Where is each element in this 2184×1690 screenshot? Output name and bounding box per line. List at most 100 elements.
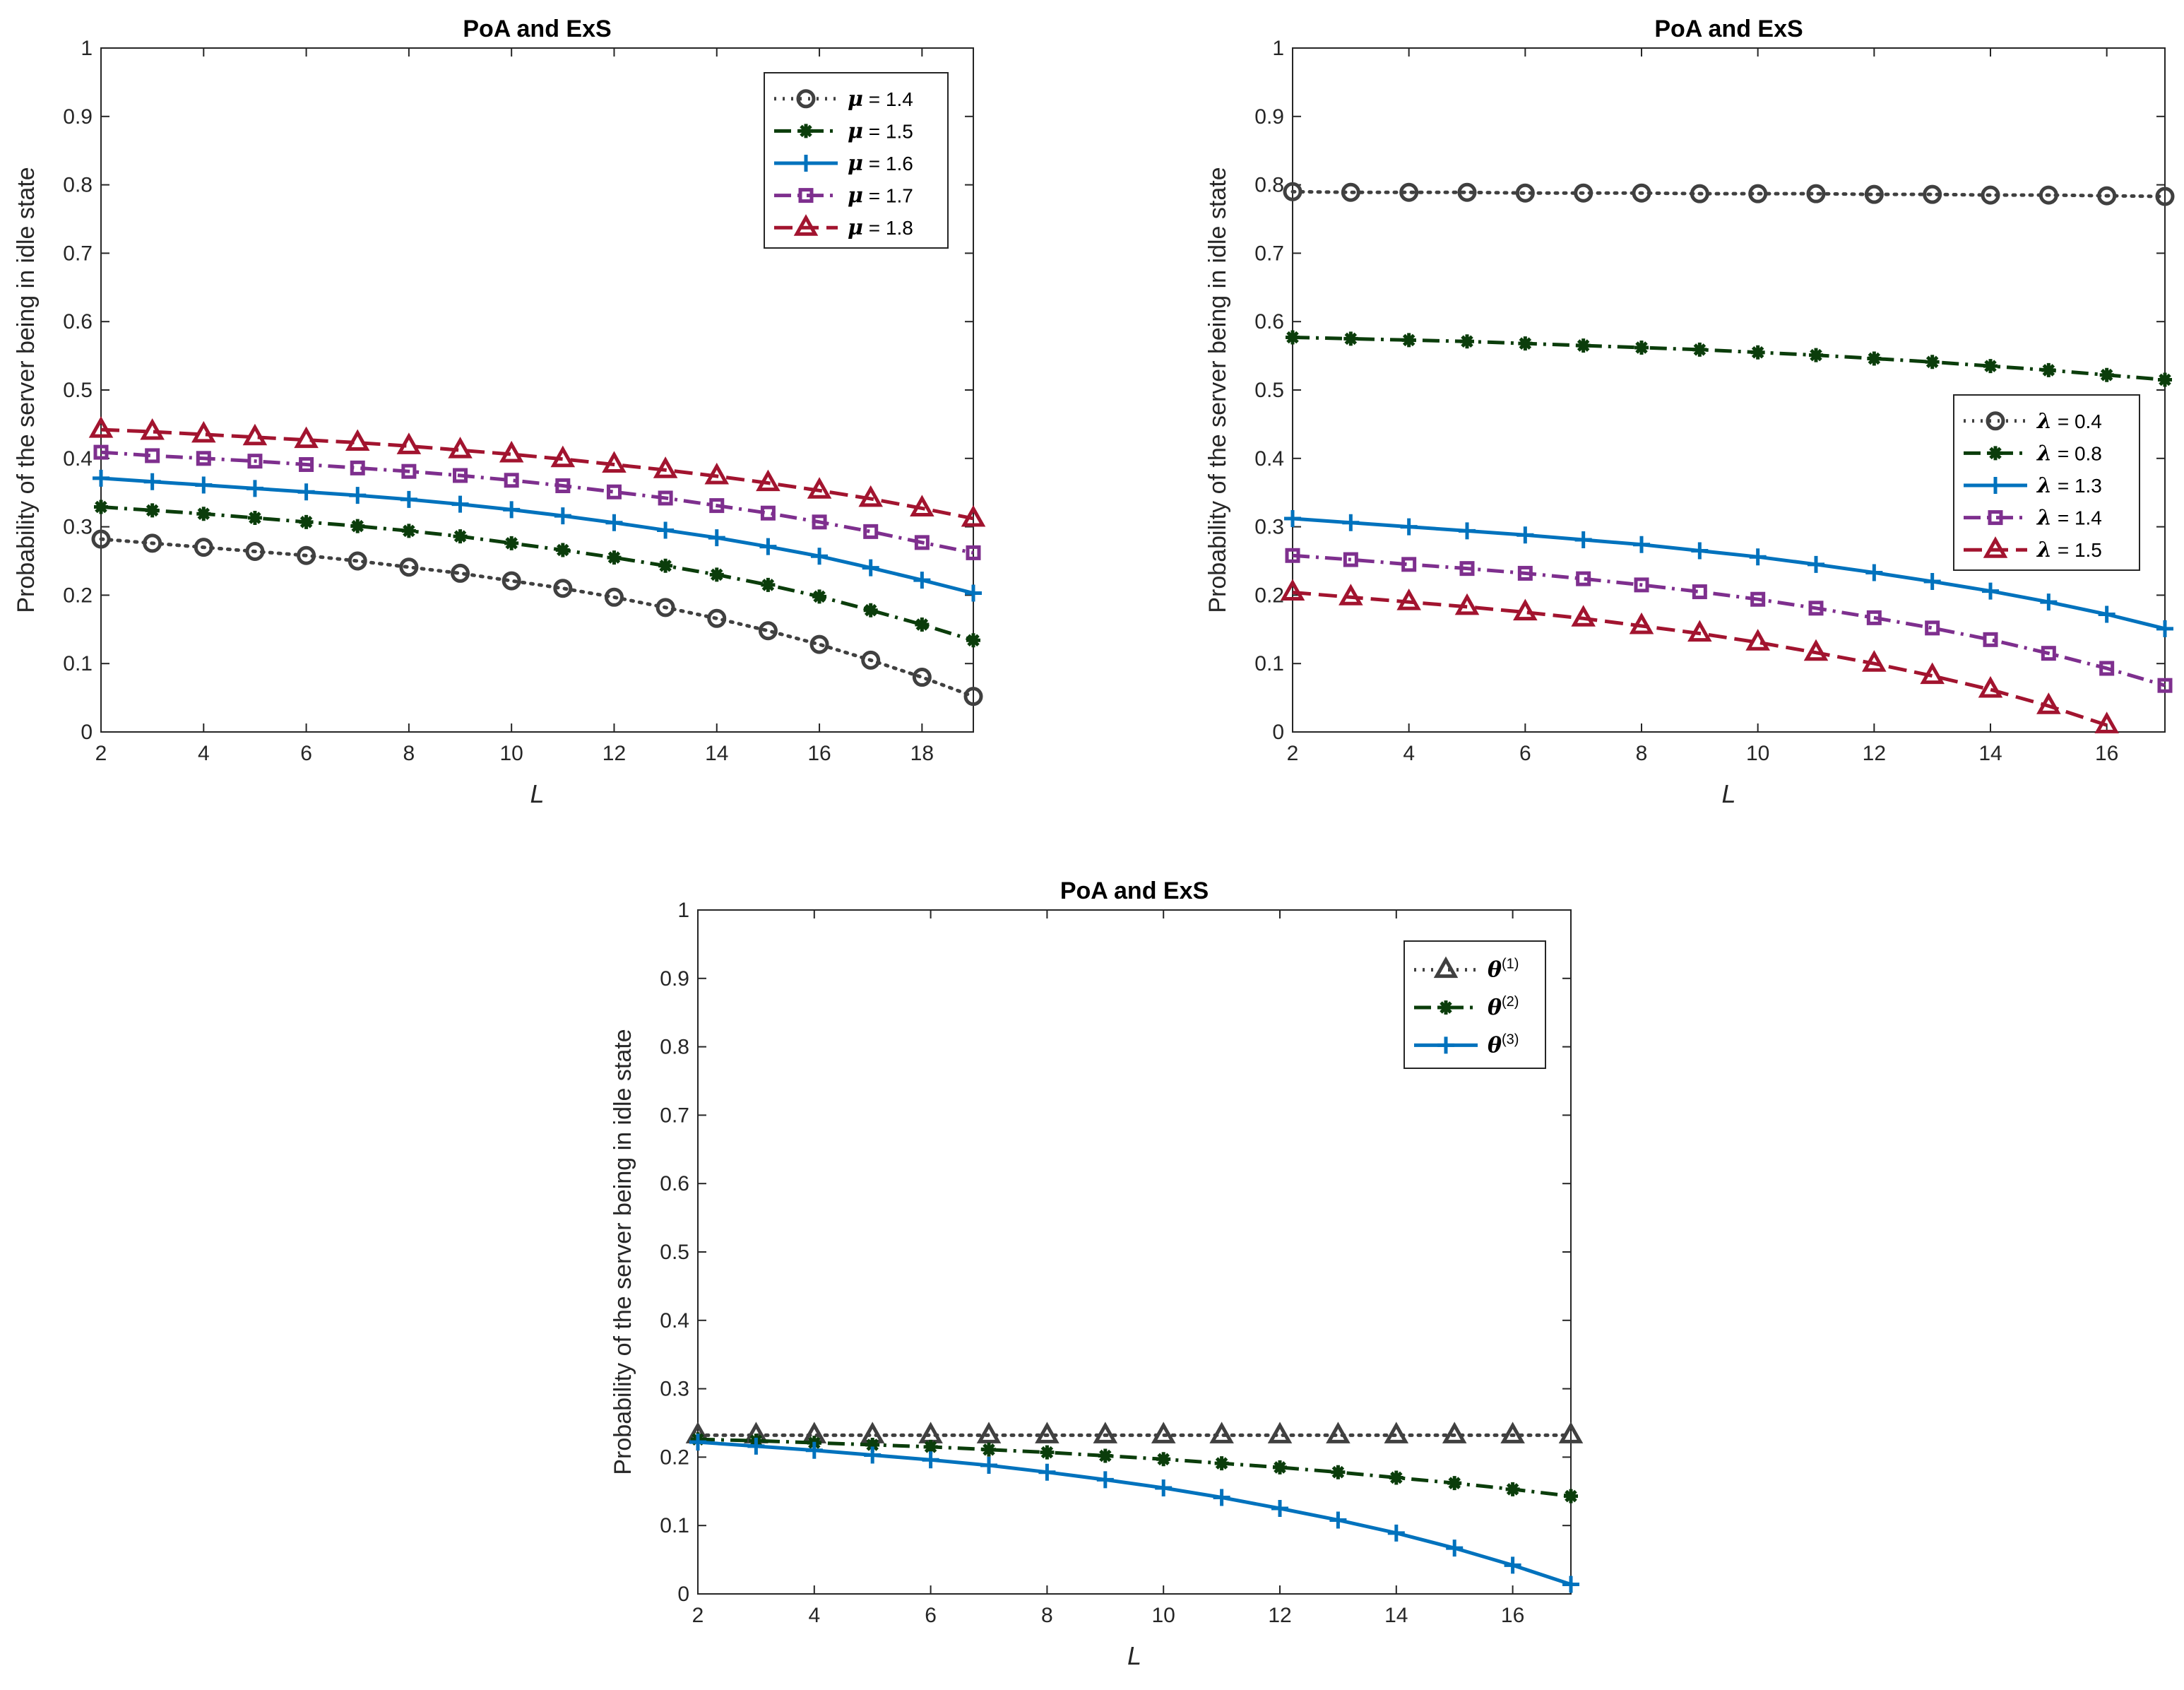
data-point <box>756 469 781 492</box>
data-point <box>1574 531 1592 548</box>
y-tick-label: 0.8 <box>1254 174 1284 197</box>
x-tick-label: 10 <box>1152 1604 1175 1627</box>
data-point <box>1866 610 1882 625</box>
data-point <box>1285 548 1300 563</box>
legend-symbol: λ <box>2036 506 2052 531</box>
data-point <box>1326 1422 1351 1443</box>
legend-value: = 1.7 <box>863 185 913 207</box>
legend-marker <box>1439 1000 1453 1015</box>
data-point <box>1389 1470 1403 1485</box>
x-tick-label: 4 <box>1403 742 1415 765</box>
y-tick-label: 0.7 <box>1254 242 1284 265</box>
y-tick-label: 0.7 <box>63 242 93 265</box>
data-point <box>2041 362 2056 377</box>
data-point <box>1978 675 2003 698</box>
data-point <box>555 543 570 557</box>
data-point <box>553 579 573 598</box>
x-tick-label: 4 <box>198 742 210 765</box>
x-tick-label: 12 <box>1863 742 1886 765</box>
legend-value: = 0.8 <box>2052 442 2102 464</box>
legend-entry: μ = 1.6 <box>848 151 913 176</box>
legend-box <box>1953 394 2140 571</box>
legend-entry: μ = 1.8 <box>848 215 913 240</box>
legend: λ = 0.4λ = 0.8λ = 1.3λ = 1.4λ = 1.5 <box>1953 394 2140 571</box>
data-point <box>1867 351 1882 366</box>
data-point <box>1808 601 1824 616</box>
y-tick-label: 0.1 <box>1254 652 1284 675</box>
data-point <box>1809 348 1823 362</box>
data-point <box>2036 692 2061 714</box>
legend-value: = 1.4 <box>863 88 913 110</box>
data-point <box>605 514 623 531</box>
series-5 <box>1280 579 2119 733</box>
data-point <box>1574 183 1594 203</box>
data-point <box>915 618 930 632</box>
data-point <box>1513 598 1538 621</box>
legend-entry: λ = 0.8 <box>2036 441 2102 466</box>
x-tick-label: 12 <box>1268 1604 1291 1627</box>
data-point <box>294 426 319 449</box>
series-4 <box>93 444 981 560</box>
data-point <box>1982 582 1999 600</box>
series-line <box>1292 591 2108 727</box>
data-point <box>1750 591 1766 607</box>
data-point <box>196 451 211 466</box>
data-point <box>707 608 727 628</box>
data-point <box>448 437 473 459</box>
data-point <box>1634 577 1649 593</box>
data-point <box>1155 1479 1173 1496</box>
legend-entry: μ = 1.7 <box>848 184 913 208</box>
data-point <box>1517 526 1534 544</box>
data-point <box>1564 1489 1578 1503</box>
y-tick-label: 0.3 <box>1254 516 1284 539</box>
series-line <box>100 427 974 521</box>
data-point <box>1803 639 1829 661</box>
data-point <box>1923 573 1941 591</box>
legend-marker <box>1983 536 2008 558</box>
x-tick-label: 6 <box>1519 742 1531 765</box>
plot-area <box>1292 47 2166 733</box>
chart-panel-2: PoA and ExS 0 0.1 0.2 0.3 0.4 0.5 0.6 0.7 0.8 0.9 1… <box>1204 16 2175 808</box>
data-point <box>1634 340 1649 355</box>
data-point <box>758 621 778 641</box>
data-point <box>912 668 932 687</box>
data-point <box>2097 186 2117 206</box>
data-point <box>704 462 730 485</box>
data-point <box>1098 1448 1112 1463</box>
y-tick-label: 0.7 <box>660 1104 689 1127</box>
series-2 <box>1286 330 2172 387</box>
legend-marker <box>1986 411 2005 431</box>
legend-symbol: λ <box>2036 473 2052 498</box>
data-point <box>145 448 160 463</box>
y-tick-label: 0.1 <box>660 1514 689 1537</box>
legend-value: = 1.6 <box>863 153 913 175</box>
y-tick-label: 1 <box>81 37 93 60</box>
data-point <box>191 420 216 443</box>
data-point <box>350 460 365 475</box>
data-point <box>1690 184 1709 203</box>
data-point <box>396 432 422 454</box>
data-point <box>2099 661 2115 676</box>
y-tick-label: 0.9 <box>660 967 689 991</box>
data-point <box>297 545 316 565</box>
data-point <box>93 444 109 460</box>
legend-value: = 0.4 <box>2052 410 2102 432</box>
y-axis-label: Probability of the server being in idle … <box>1204 167 1231 613</box>
legend: θ(1)θ(2)θ(3) <box>1403 940 1546 1069</box>
data-point <box>653 456 678 478</box>
series-3 <box>93 469 982 602</box>
y-tick-label: 0.2 <box>660 1446 689 1469</box>
x-tick-label: 16 <box>807 742 831 765</box>
data-point <box>1156 1452 1171 1467</box>
data-point <box>555 478 571 494</box>
data-point <box>1558 1422 1584 1443</box>
series-5 <box>88 416 986 527</box>
data-point <box>1273 1460 1287 1475</box>
data-point <box>1454 593 1480 615</box>
series-line <box>1292 553 2166 687</box>
data-point <box>1343 552 1358 567</box>
x-tick-label: 12 <box>603 742 626 765</box>
data-point <box>348 551 367 571</box>
data-point <box>1096 1471 1114 1489</box>
y-tick-label: 0.5 <box>63 379 93 402</box>
